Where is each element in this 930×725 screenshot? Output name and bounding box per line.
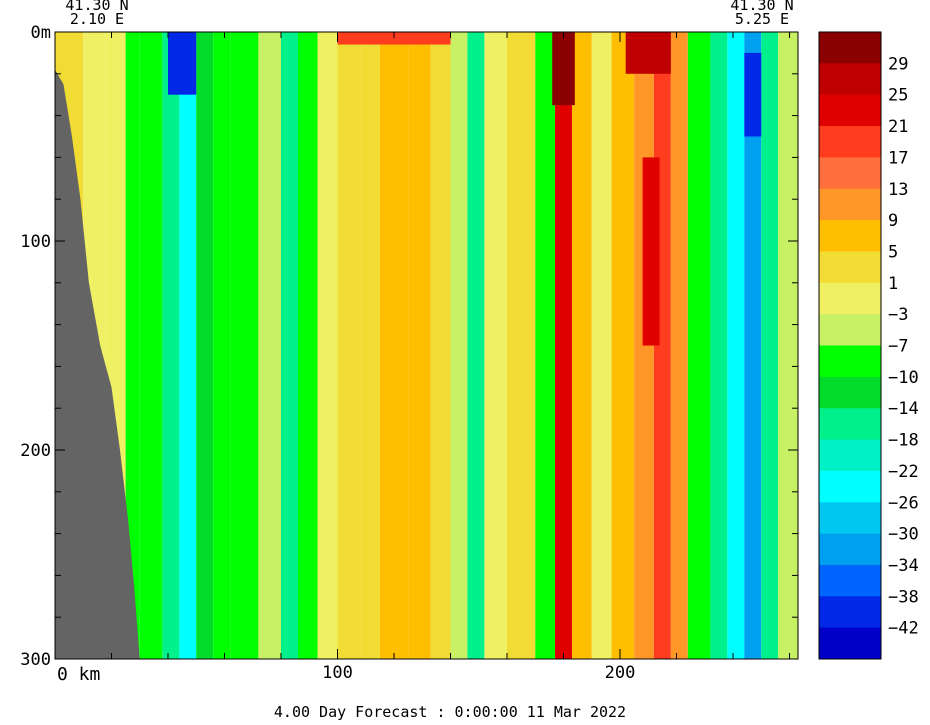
colorbar-swatch-19: [819, 627, 881, 660]
heatmap-spot-2: [552, 32, 575, 106]
colorbar-swatch-17: [819, 564, 881, 597]
heatmap-column-6: [179, 32, 197, 659]
colorbar-swatch-4: [819, 157, 881, 190]
colorbar-label-10: −10: [888, 368, 919, 388]
colorbar-swatch-15: [819, 502, 881, 535]
heatmap-column-17: [408, 32, 431, 659]
heatmap-column-18: [430, 32, 451, 659]
heatmap-column-12: [297, 32, 318, 659]
colorbar-swatch-14: [819, 470, 881, 503]
colorbar-label-12: −18: [888, 431, 919, 451]
heatmap-spot-1: [337, 32, 451, 45]
colorbar-label-11: −14: [888, 399, 919, 419]
colorbar-label-18: −42: [888, 619, 919, 639]
y-tick-label-2: 200: [20, 441, 51, 461]
heatmap-column-22: [507, 32, 536, 659]
heatmap-spot-3: [625, 32, 671, 74]
y-tick-label-1: 100: [20, 232, 51, 252]
colorbar-label-1: 25: [888, 86, 908, 106]
colorbar-swatch-6: [819, 220, 881, 252]
x-tick-label-1: 100: [322, 663, 353, 683]
colorbar-swatch-9: [819, 314, 881, 346]
x-tick-label-2: 200: [605, 663, 636, 683]
colorbar-swatch-11: [819, 376, 881, 409]
heatmap-column-15: [360, 32, 380, 659]
colorbar-label-9: −7: [888, 337, 908, 357]
corner-left-lon: 2.10 E: [70, 10, 124, 28]
colorbar-label-4: 13: [888, 180, 908, 200]
colorbar-swatch-1: [819, 63, 881, 96]
heatmap-column-14: [337, 32, 361, 659]
colorbar-label-13: −22: [888, 462, 919, 482]
plot-frame: [54, 31, 799, 660]
heatmap-column-19: [450, 32, 468, 659]
heatmap-column-20: [467, 32, 485, 659]
colorbar-label-7: 1: [888, 274, 898, 294]
colorbar-swatch-2: [819, 94, 881, 127]
colorbar-label-3: 17: [888, 148, 908, 168]
colorbar-label-15: −30: [888, 525, 919, 545]
heatmap-column-32: [710, 32, 728, 659]
colorbar-label-2: 21: [888, 117, 908, 137]
heatmap-column-25: [571, 32, 592, 659]
colorbar-frame: [818, 31, 882, 660]
heatmap-column-11: [281, 32, 298, 659]
heatmap-column-36: [778, 32, 798, 659]
heatmap-column-26: [591, 32, 612, 659]
corner-right-lon: 5.25 E: [735, 10, 789, 28]
colorbar-swatch-7: [819, 251, 881, 284]
colorbar-label-14: −26: [888, 493, 919, 513]
colorbar-swatch-8: [819, 282, 881, 315]
heatmap-spot-5: [744, 52, 762, 137]
axes: 0m 100 200 300 100 200: [20, 23, 798, 683]
heatmap-column-10: [258, 32, 282, 659]
heatmap-column-24: [555, 32, 572, 659]
colorbar-label-0: 29: [888, 54, 908, 74]
heatmap-column-27: [611, 32, 635, 659]
colorbar-swatch-13: [819, 439, 881, 472]
corner-left-lat: 41.30 N: [65, 0, 128, 14]
heatmap-column-33: [727, 32, 745, 659]
heatmap-spots: [168, 32, 762, 346]
heatmap-column-8: [213, 32, 231, 659]
heatmap-column-34: [744, 32, 762, 659]
heatmap-column-7: [196, 32, 214, 659]
heatmap-column-5: [162, 32, 180, 659]
y-tick-label-3: 300: [20, 650, 51, 670]
heatmap-column-23: [535, 32, 556, 659]
heatmap-column-3: [125, 32, 140, 659]
colorbar-label-8: −3: [888, 305, 908, 325]
heatmap-column-13: [317, 32, 338, 659]
land-mask: [55, 69, 140, 660]
heatmap-column-21: [484, 32, 508, 659]
heatmap-column-9: [230, 32, 259, 659]
x-unit-label: 0 km: [57, 664, 100, 685]
colorbar-swatch-12: [819, 408, 881, 441]
colorbar-label-5: 9: [888, 211, 898, 231]
y-tick-label-0: 0m: [31, 23, 51, 43]
colorbar: 29 25 21 17 13 9 5 1 −3 −7 −10 −14 −18 −22 −26 −30 −34 −3…: [818, 31, 919, 660]
colorbar-swatch-5: [819, 188, 881, 221]
corner-right-lat: 41.30 N: [730, 0, 793, 14]
heatmap-spot-0: [168, 32, 197, 95]
heatmap-column-16: [379, 32, 409, 659]
colorbar-swatch-0: [819, 32, 881, 64]
colorbar-label-16: −34: [888, 556, 919, 576]
colorbar-label-6: 5: [888, 242, 898, 262]
colorbar-label-17: −38: [888, 587, 919, 607]
forecast-footer: 4.00 Day Forecast : 0:00:00 11 Mar 2022: [274, 703, 626, 721]
heatmap-column-4: [139, 32, 163, 659]
heatmap-cells: [55, 32, 798, 659]
heatmap-column-30: [670, 32, 688, 659]
heatmap-spot-4: [642, 157, 660, 346]
colorbar-swatch-3: [819, 126, 881, 158]
colorbar-swatch-10: [819, 345, 881, 378]
heatmap-column-31: [687, 32, 711, 659]
colorbar-swatch-18: [819, 596, 881, 629]
heatmap-column-35: [761, 32, 779, 659]
colorbar-swatch-16: [819, 533, 881, 566]
